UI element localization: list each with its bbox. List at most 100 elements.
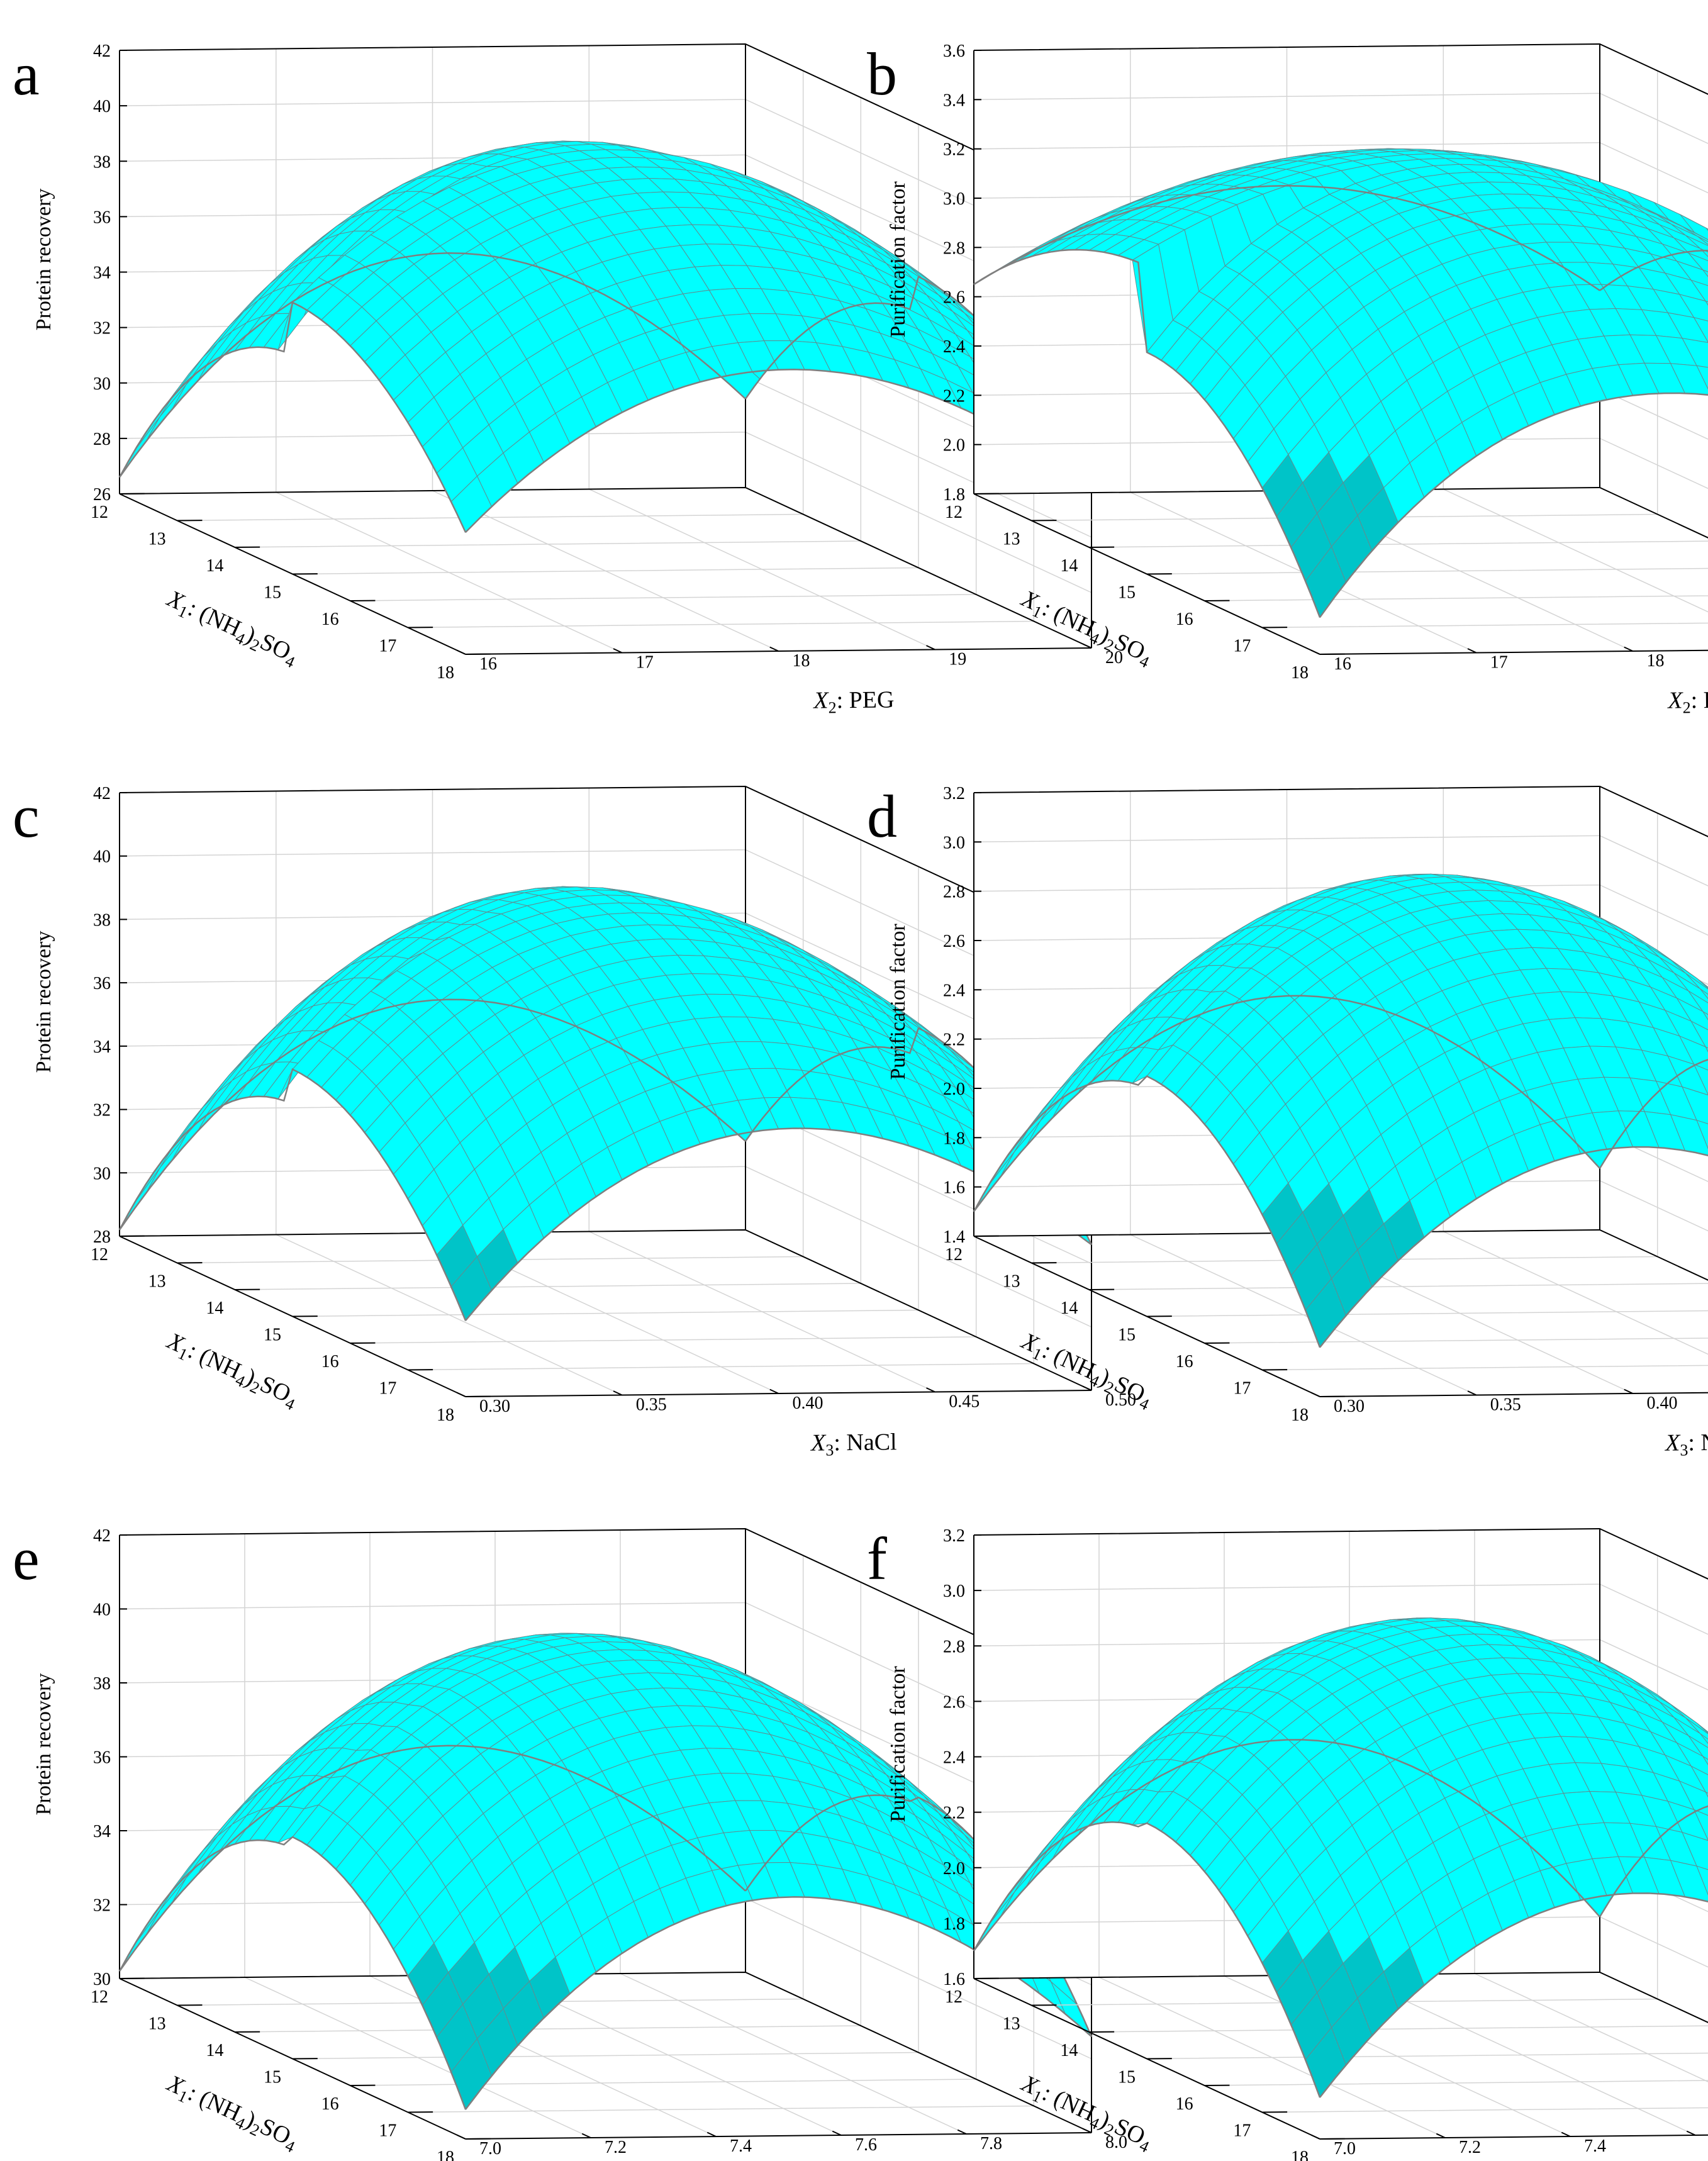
z-tick-label: 36 <box>93 208 111 227</box>
z-tick-label: 40 <box>93 847 111 867</box>
x-gridline <box>1204 1337 1708 1344</box>
x-tick-label: 14 <box>1060 1298 1078 1318</box>
y-tick-mark <box>1686 2130 1696 2136</box>
z-tick-label: 2.0 <box>943 1080 965 1099</box>
chart-panel-f: 1.6 1.8 2.0 2.2 2.4 2.6 2.8 3.0 3.2 12 13 14 15 16 17 1… <box>867 1525 1708 2161</box>
y-tick-mark <box>769 646 779 652</box>
z-tick-label: 34 <box>93 1822 111 1841</box>
x-tick-label: 16 <box>1176 610 1193 629</box>
x-tick-label: 15 <box>264 583 281 603</box>
surface-edge-front <box>973 1075 1321 1348</box>
x-gridline <box>1146 567 1708 575</box>
z-tick-label: 1.6 <box>943 1970 965 1989</box>
response-surface <box>973 873 1708 1348</box>
floor-back-line <box>973 1229 1708 1281</box>
y-tick-mark <box>832 2130 842 2136</box>
y-tick-mark <box>957 2129 967 2135</box>
z-tick-label: 2.2 <box>943 1804 965 1823</box>
y-tick-label: 0.45 <box>949 1392 980 1412</box>
chart-panel-c: 28 30 32 34 36 38 40 42 12 13 14 15 16 17 18 0.30 0.35 0.… <box>13 783 1136 1459</box>
x-tick-label: 14 <box>206 2041 223 2060</box>
y-axis-label: X3: NaCl <box>1664 1429 1708 1459</box>
z-tick-label: 2.6 <box>943 288 965 308</box>
x-tick-label: 13 <box>148 2014 166 2034</box>
z-tick-label: 2.2 <box>943 1030 965 1050</box>
y-tick-label: 7.4 <box>1584 2136 1606 2156</box>
y-tick-label: 19 <box>949 650 966 669</box>
y-tick-mark <box>1082 1385 1092 1391</box>
y-tick-label: 7.2 <box>1459 2138 1481 2157</box>
y-tick-mark <box>613 648 623 654</box>
surface-edge-front <box>118 1836 467 2110</box>
x-tick-label: 12 <box>945 1245 963 1265</box>
z-tick-label: 30 <box>93 1970 111 1989</box>
x-tick-label: 17 <box>1233 637 1251 656</box>
y-tick-label: 0.35 <box>636 1395 667 1415</box>
x-gridline <box>1204 595 1708 601</box>
z-tick-label: 2.6 <box>943 932 965 951</box>
surface-edge-front <box>118 301 467 533</box>
y-tick-mark <box>1082 2128 1092 2133</box>
surface-edge-front <box>973 248 1321 618</box>
z-tick-label: 3.2 <box>943 1526 965 1546</box>
x-tick-label: 17 <box>379 1379 396 1399</box>
chart-panel-e: 30 32 34 36 38 40 42 12 13 14 15 16 17 18 7.0 7.2 7.4 7.6… <box>13 1525 1127 2161</box>
z-tick-label: 38 <box>93 910 111 930</box>
z-tick-label: 1.8 <box>943 1914 965 1934</box>
z-tick-label: 2.8 <box>943 1637 965 1656</box>
x-tick-label: 13 <box>1003 1272 1020 1292</box>
x-tick-label: 16 <box>1176 1352 1193 1371</box>
z-tick-label: 3.0 <box>943 833 965 852</box>
y-tick-label: 0.40 <box>1647 1393 1678 1413</box>
x-tick-label: 18 <box>437 663 454 683</box>
z-tick-label: 2.6 <box>943 1692 965 1712</box>
z-tick-label: 38 <box>93 1674 111 1694</box>
x-tick-label: 16 <box>321 2094 339 2114</box>
x-tick-label: 15 <box>1118 2068 1136 2087</box>
y-tick-label: 0.50 <box>1105 1390 1136 1410</box>
z-tick-label: 30 <box>93 1164 111 1183</box>
z-tick-label: 3.2 <box>943 140 965 160</box>
z-axis-label: Purification factor <box>886 924 910 1080</box>
y-tick-mark <box>769 1388 779 1394</box>
x-tick-label: 14 <box>206 1298 223 1318</box>
x-tick-label: 17 <box>1233 2121 1251 2141</box>
z-tick-label: 2.4 <box>943 337 965 357</box>
x-tick-label: 15 <box>1118 1326 1136 1345</box>
x-tick-label: 12 <box>91 503 108 522</box>
surface-edge-left <box>973 995 1600 1212</box>
z-tick-label: 2.4 <box>943 1748 965 1768</box>
surface-edge-right <box>1319 1146 1708 1348</box>
y-axis-label: X3: NaCl <box>810 1429 897 1459</box>
z-tick-label: 2.0 <box>943 436 965 455</box>
x-tick-label: 13 <box>148 530 166 549</box>
y-axis-label: X2: PEG <box>1666 686 1708 717</box>
x-tick-label: 18 <box>437 2148 454 2161</box>
y-tick-mark <box>613 1390 623 1396</box>
surface-edge-left <box>973 1739 1600 1952</box>
z-tick-label: 2.0 <box>943 1859 965 1879</box>
response-surface <box>973 1617 1708 2098</box>
y-tick-label: 7.4 <box>730 2136 752 2156</box>
panel-letter: b <box>867 40 897 108</box>
z-tick-label: 2.8 <box>943 238 965 258</box>
y-axis-label: X2: PEG <box>812 686 895 717</box>
z-tick-label: 36 <box>93 974 111 993</box>
y-tick-label: 7.0 <box>1334 2139 1356 2158</box>
y-tick-mark <box>1624 646 1633 652</box>
y-tick-label: 0.40 <box>793 1393 823 1413</box>
response-surface <box>973 148 1708 618</box>
floor-back-line <box>119 1229 1092 1391</box>
z-tick-label: 32 <box>93 319 111 338</box>
floor-back-line <box>119 486 1092 649</box>
y-tick-mark <box>706 2131 717 2137</box>
y-tick-mark <box>456 649 466 655</box>
y-tick-label: 8.0 <box>1105 2133 1127 2152</box>
x-tick-label: 12 <box>91 1245 108 1265</box>
x-tick-label: 16 <box>1176 2094 1193 2114</box>
y-tick-mark <box>581 2133 591 2138</box>
y-tick-label: 7.8 <box>980 2134 1002 2153</box>
chart-panel-b: 1.8 2.0 2.2 2.4 2.6 2.8 3.0 3.2 3.4 3.6 12 13 14 15 16… <box>867 40 1708 717</box>
chart-panel-a: 26 28 30 32 34 36 38 40 42 12 13 14 15 16 17 18 16 17 18 19… <box>13 40 1123 717</box>
y-tick-mark <box>1082 643 1092 649</box>
